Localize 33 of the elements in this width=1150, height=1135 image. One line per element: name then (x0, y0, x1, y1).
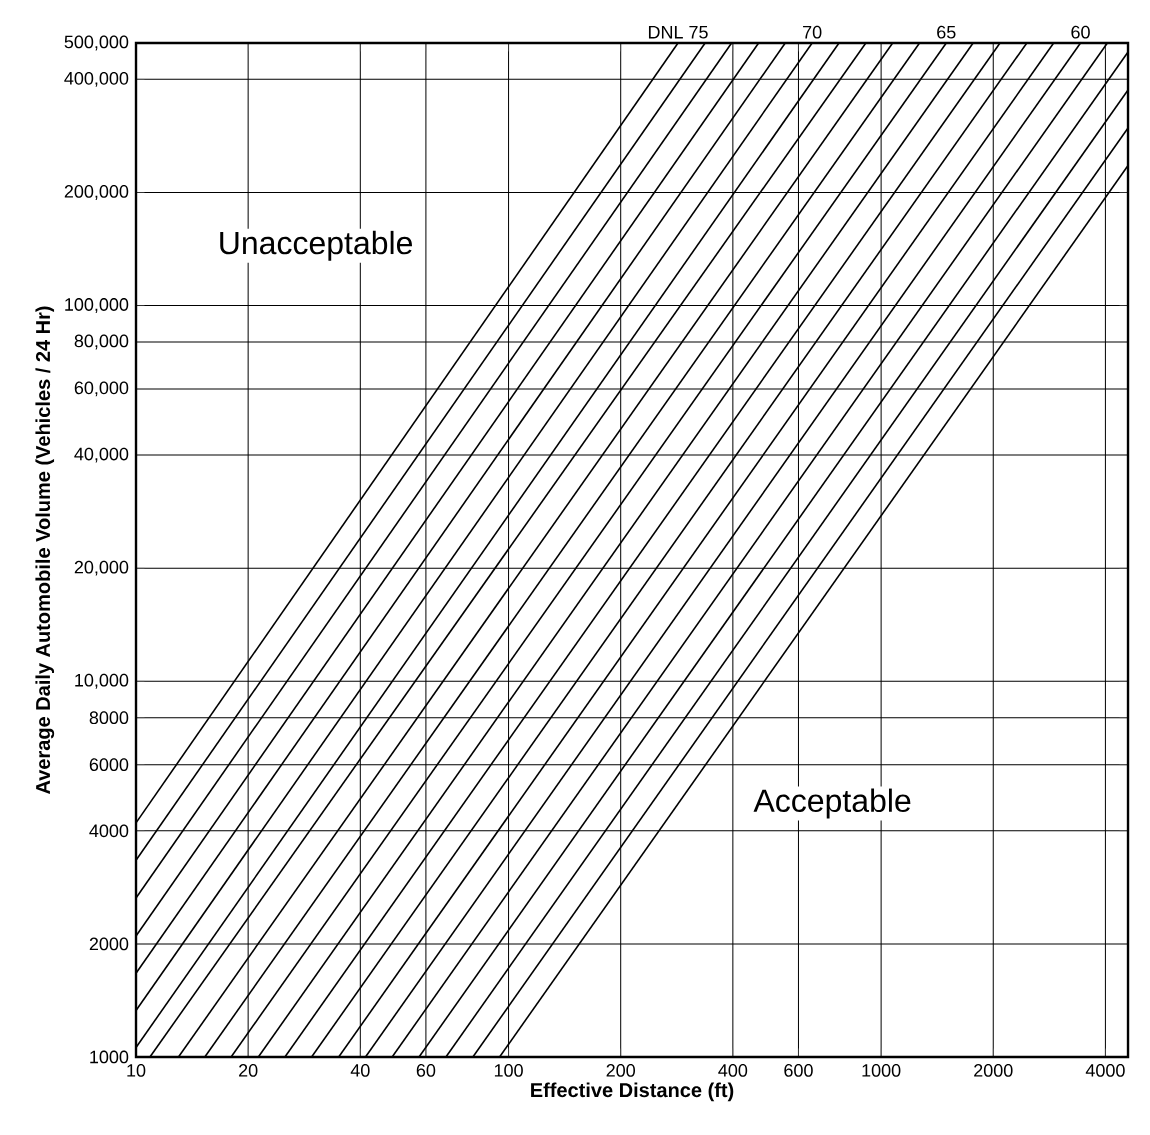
x-tick-label: 4000 (1085, 1064, 1125, 1077)
series-label: 60 (1071, 25, 1090, 39)
series-label: 65 (937, 25, 956, 39)
y-tick-label: 1000 (90, 1050, 129, 1064)
y-tick-label: 100,000 (65, 298, 129, 313)
annotation: Unacceptable (220, 230, 412, 261)
y-tick-label: 500,000 (64, 35, 129, 51)
x-tick-label: 20 (239, 1064, 258, 1077)
annotation: Acceptable (753, 788, 911, 819)
series-label: DNL 75 (648, 26, 708, 39)
x-tick-label: 100 (494, 1064, 523, 1077)
y-tick-label: 40,000 (74, 447, 129, 463)
x-tick-label: 400 (718, 1064, 748, 1077)
y-axis-title: Average Daily Automobile Volume (Vehicles / 24 Hr) (35, 306, 55, 794)
x-tick-label: 60 (416, 1064, 436, 1077)
y-tick-label: 6000 (89, 758, 129, 772)
y-tick-label: 400,000 (64, 71, 129, 87)
x-tick-label: 40 (350, 1064, 370, 1077)
x-tick-label: 2000 (974, 1064, 1013, 1077)
x-tick-label: 600 (784, 1064, 813, 1077)
y-tick-label: 2000 (89, 937, 129, 951)
y-tick-label: 10,000 (75, 673, 129, 689)
y-tick-label: 4000 (89, 824, 129, 838)
x-axis-title: Effective Distance (ft) (531, 1082, 734, 1102)
x-tick-label: 1000 (862, 1064, 901, 1077)
x-tick-label: 10 (127, 1064, 146, 1077)
y-tick-label: 200,000 (64, 185, 129, 200)
y-tick-label: 80,000 (74, 334, 129, 350)
series-label: 70 (803, 25, 822, 39)
y-tick-label: 20,000 (74, 560, 129, 576)
y-tick-label: 8000 (89, 711, 129, 725)
y-tick-label: 60,000 (74, 381, 129, 397)
x-tick-label: 200 (606, 1064, 636, 1077)
